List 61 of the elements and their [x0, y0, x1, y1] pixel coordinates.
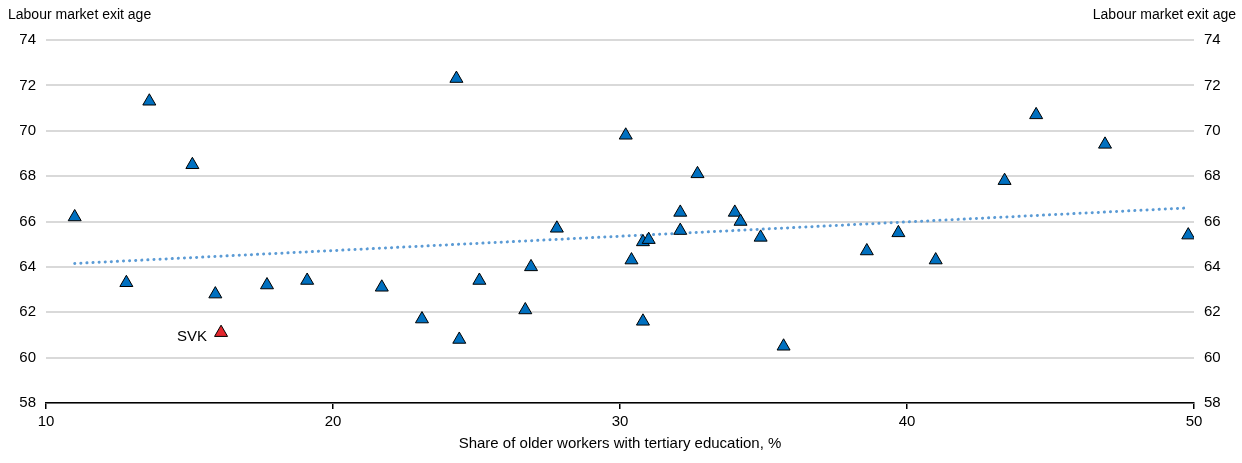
point: [549, 220, 564, 233]
point: [374, 279, 389, 292]
point: [928, 252, 943, 265]
y2-tick-label: 60: [1204, 347, 1221, 365]
point: [733, 213, 748, 226]
y2-tick-label: 70: [1204, 120, 1221, 138]
y-tick-label: 70: [19, 120, 36, 138]
y-tick-label: 62: [19, 302, 36, 320]
point: [891, 224, 906, 238]
point: [673, 222, 688, 235]
point: [1098, 136, 1113, 149]
y2-tick-label: 58: [1204, 393, 1221, 411]
y2-tick-label: 68: [1204, 166, 1221, 184]
point: [518, 301, 533, 315]
x-tick-label: 30: [611, 412, 629, 430]
point: [449, 70, 464, 83]
y2-tick-label: 64: [1204, 257, 1221, 275]
y2-axis-title: Labour market exit age: [1092, 6, 1236, 22]
point: [635, 313, 650, 326]
point: [67, 208, 82, 222]
point: [1029, 106, 1044, 120]
point: [859, 242, 874, 256]
series-label: SVK: [177, 326, 208, 344]
y2-tick-label: 74: [1204, 30, 1221, 48]
point: [119, 274, 134, 288]
y-tick-label: 68: [19, 166, 36, 184]
point: [624, 252, 639, 265]
point: [452, 331, 467, 344]
y-tick-label: 66: [19, 211, 36, 229]
point: [142, 93, 157, 106]
y2-tick-label: 66: [1204, 211, 1221, 229]
y-tick-label: 58: [19, 393, 36, 411]
point: [414, 311, 429, 324]
point: [618, 127, 633, 140]
y-axis-title: Labour market exit age: [8, 6, 152, 22]
point: [208, 286, 223, 299]
point: [753, 229, 768, 242]
y-tick-label: 60: [19, 347, 36, 365]
point: [260, 277, 274, 290]
point: [214, 324, 229, 337]
y-tick-label: 64: [19, 257, 36, 275]
point: [524, 258, 539, 272]
point: [997, 172, 1012, 185]
y2-tick-label: 62: [1204, 302, 1221, 320]
y2-tick-label: 72: [1204, 75, 1221, 93]
x-tick-label: 10: [37, 412, 55, 430]
x-tick-label: 50: [1185, 412, 1203, 430]
point: [727, 204, 742, 217]
point: [690, 165, 705, 179]
point: [185, 156, 200, 170]
point: [776, 338, 791, 351]
x-axis-title: Share of older workers with tertiary education, %: [458, 434, 782, 452]
point: [300, 272, 315, 285]
point: [673, 204, 688, 217]
y-tick-label: 72: [19, 75, 36, 93]
point: [472, 272, 487, 285]
x-tick-label: 40: [898, 412, 916, 430]
x-tick-label: 20: [324, 412, 342, 430]
point: [641, 231, 656, 244]
y-tick-label: 74: [19, 30, 36, 48]
point: [1181, 227, 1194, 240]
